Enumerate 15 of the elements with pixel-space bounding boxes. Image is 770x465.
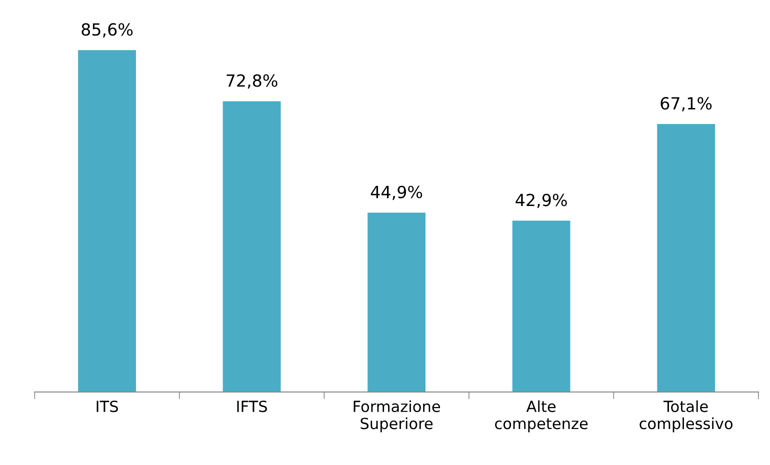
data-label: 72,8% [226,74,278,89]
bar [368,212,426,392]
x-tick-label: Alte competenze [495,400,588,432]
bar [222,101,281,392]
x-tick-label: Totale complessivo [640,400,732,432]
data-label: 42,9% [516,194,567,208]
data-label: 85,6% [82,23,133,38]
data-label: 44,9% [370,186,422,200]
bar [78,50,136,392]
x-tick-label: Formazione Superiore [354,400,440,432]
x-tick-label: IFTS [237,400,267,412]
data-label: 67,1% [660,97,712,112]
x-tick-label: ITS [96,400,118,412]
bar [512,220,570,392]
bar [657,124,716,392]
